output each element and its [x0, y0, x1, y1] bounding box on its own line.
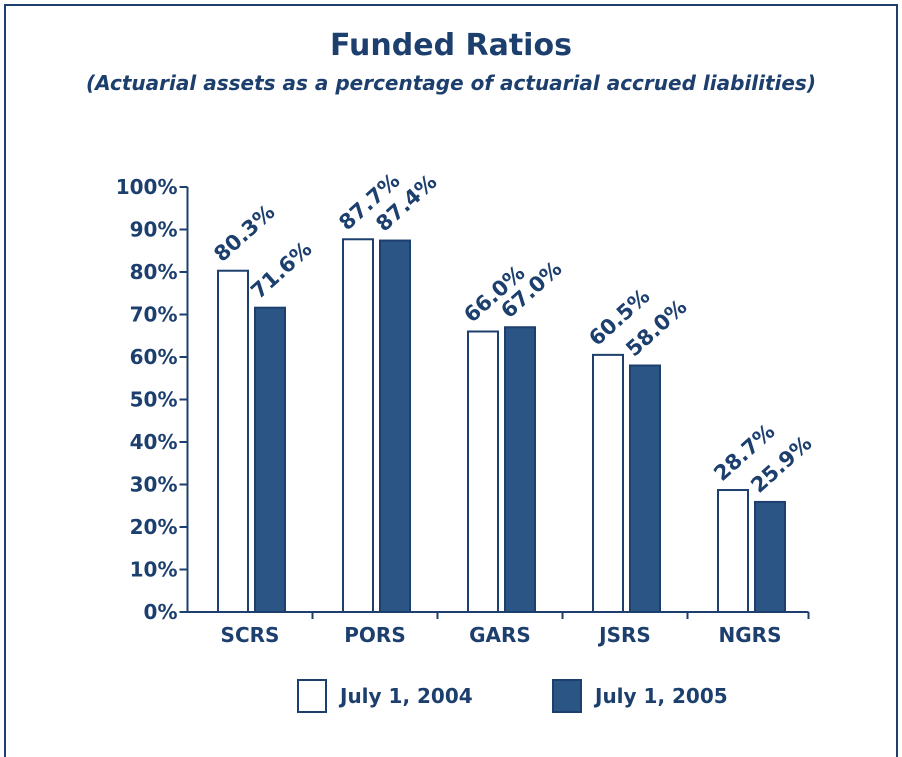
bar — [217, 269, 249, 613]
bar — [629, 364, 661, 613]
y-tick-label: 10% — [130, 558, 178, 582]
y-tick-label: 40% — [130, 430, 178, 454]
y-tick-label: 20% — [130, 515, 178, 539]
bar — [467, 330, 499, 613]
bar — [754, 500, 786, 613]
frame — [4, 4, 898, 757]
chart-title: Funded Ratios — [330, 28, 572, 63]
bar — [254, 306, 286, 613]
legend-label: July 1, 2004 — [338, 684, 473, 708]
legend-label: July 1, 2005 — [593, 684, 728, 708]
value-label: 80.3% — [209, 200, 279, 267]
bar — [504, 326, 536, 613]
value-label: 71.6% — [246, 237, 316, 304]
y-tick-label: 50% — [130, 388, 178, 412]
y-tick-label: 60% — [130, 345, 178, 369]
y-tick-label: 70% — [130, 303, 178, 327]
bar — [592, 353, 624, 613]
x-tick-label: SCRS — [221, 623, 280, 647]
x-tick-label: PORS — [344, 623, 405, 647]
bar — [342, 238, 374, 613]
y-tick-label: 90% — [130, 218, 178, 242]
y-tick-label: 30% — [130, 473, 178, 497]
legend-swatch — [297, 679, 327, 713]
x-tick-label: JSRS — [597, 623, 651, 647]
y-tick-label: 0% — [144, 600, 178, 624]
legend-swatch — [552, 679, 582, 713]
y-tick-label: 80% — [130, 260, 178, 284]
x-tick-label: NGRS — [719, 623, 782, 647]
bar — [717, 489, 749, 613]
y-tick-label: 100% — [116, 175, 178, 199]
chart-subtitle: (Actuarial assets as a percentage of act… — [86, 71, 816, 95]
x-tick-label: GARS — [469, 623, 531, 647]
bar — [379, 239, 411, 614]
